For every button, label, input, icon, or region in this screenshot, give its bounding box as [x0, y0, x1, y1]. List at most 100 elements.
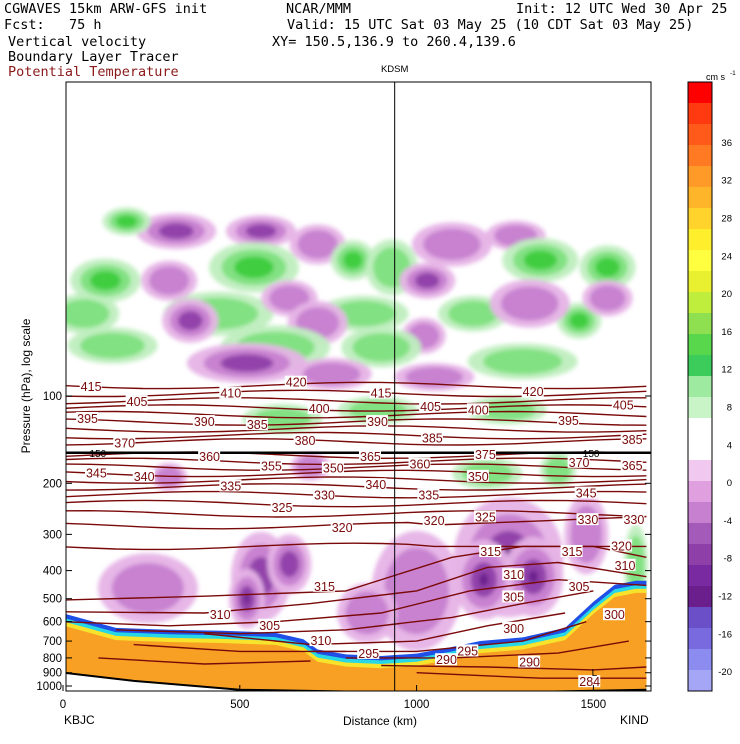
- x-axis-label: Distance (km): [343, 714, 417, 728]
- velocity-cell: [545, 457, 571, 483]
- velocity-cell: [234, 256, 274, 279]
- theta-line: [133, 643, 346, 653]
- y-tick-label: 400: [43, 566, 62, 578]
- forecast-hour: Fcst: 75 h: [4, 17, 102, 33]
- colorbar-unit-exponent: -1: [730, 70, 736, 77]
- theta-line: [66, 381, 647, 390]
- colorbar-label: 36: [721, 138, 732, 149]
- theta-label: 370: [569, 456, 590, 470]
- ground-fill: [66, 673, 651, 691]
- theta-line: [66, 404, 647, 412]
- y-tick-label: 700: [43, 636, 62, 648]
- init-time: Init: 12 UTC Wed 30 Apr 25: [516, 1, 728, 17]
- colorbar-swatch: [688, 229, 712, 251]
- colorbar-label: -12: [718, 592, 732, 603]
- contour-annotation: L: [592, 668, 598, 679]
- theta-label: 325: [272, 501, 293, 515]
- velocity-cell: [80, 332, 145, 359]
- colorbar-swatch: [688, 502, 712, 524]
- theta-line: [381, 664, 647, 671]
- theta-label: 415: [371, 386, 392, 400]
- velocity-cell: [447, 300, 499, 327]
- colorbar-label: 16: [721, 327, 732, 338]
- colorbar-swatch: [688, 313, 712, 335]
- colorbar-label: 32: [721, 176, 732, 187]
- theta-label: 300: [503, 622, 524, 636]
- theta-line: [66, 469, 647, 478]
- theta-line: [66, 476, 647, 484]
- theta-line: [66, 437, 647, 446]
- x-tick-label: 1500: [581, 699, 607, 711]
- org-label: NCAR/MMM: [286, 1, 352, 17]
- plot-frame: [65, 81, 652, 692]
- colorbar-swatch: [688, 271, 712, 293]
- velocity-cell: [111, 562, 184, 614]
- y-tick-label: 500: [43, 594, 62, 606]
- velocity-cell: [269, 285, 310, 312]
- theta-label: 290: [519, 656, 540, 670]
- theta-label: 390: [194, 415, 215, 429]
- theta-label: 400: [468, 403, 489, 417]
- tracer-orange: [66, 592, 647, 691]
- theta-line: [98, 657, 311, 665]
- velocity-cell: [90, 270, 121, 291]
- velocity-cell: [243, 593, 250, 604]
- x-axis: 0 500 1000 1500: [60, 685, 606, 711]
- theta-label: 395: [558, 414, 579, 428]
- theta-label: 360: [199, 450, 220, 464]
- colorbar-label: 12: [721, 365, 732, 376]
- theta-label: 345: [86, 466, 107, 480]
- velocity-cell: [296, 456, 325, 477]
- colorbar-swatch: [688, 607, 712, 629]
- plot-area: 415 405 410 420 415 420 395 370 390 385 400 380 390 4…: [66, 207, 651, 691]
- velocity-cell: [528, 570, 539, 584]
- colorbar-swatch: [688, 565, 712, 587]
- theta-isentropes: [66, 381, 647, 679]
- velocity-cell: [66, 299, 110, 329]
- y-tick-label: 1000: [36, 681, 62, 693]
- theta-label: 365: [360, 450, 381, 464]
- velocity-cell: [478, 573, 489, 587]
- y-axis-label: Pressure (hPa), log scale: [19, 318, 33, 453]
- theta-label: 350: [468, 470, 489, 484]
- theta-label: 330: [577, 513, 598, 527]
- colorbar-unit: cm s: [706, 72, 725, 82]
- model-title: CGWAVES 15km ARW-GFS init: [4, 1, 208, 17]
- colorbar-swatch: [688, 586, 712, 608]
- colorbar-label: -4: [724, 516, 732, 527]
- theta-label: 335: [418, 488, 439, 502]
- theta-label: 315: [562, 545, 583, 559]
- theta-label: 355: [261, 459, 282, 473]
- velocity-cell: [414, 272, 440, 289]
- theta-label: 325: [475, 510, 496, 524]
- theta-label: 335: [220, 479, 241, 493]
- theta-label: 305: [259, 619, 280, 633]
- velocity-cell: [345, 591, 389, 635]
- colorbar-swatch: [688, 670, 712, 692]
- velocity-cell: [158, 223, 194, 240]
- theta-label: 405: [420, 400, 441, 414]
- x-end-label-right: KIND: [620, 713, 649, 727]
- y-tick-label: 600: [43, 617, 62, 629]
- theta-label: 345: [576, 487, 597, 501]
- theta-line: [66, 490, 647, 499]
- field-vertical-velocity: Vertical velocity: [8, 34, 147, 50]
- colorbar-label: 20: [721, 289, 732, 300]
- theta-label: 290: [436, 653, 457, 667]
- theta-label: 310: [503, 568, 524, 582]
- colorbar-label: 0: [727, 478, 732, 489]
- theta-label: 400: [309, 402, 330, 416]
- velocity-cell: [569, 312, 589, 329]
- theta-label: 295: [358, 647, 379, 661]
- theta-label: 365: [622, 459, 643, 473]
- velocity-cell: [352, 333, 411, 362]
- colorbar-swatch: [688, 103, 712, 125]
- contour-annotation: 150: [90, 449, 107, 460]
- colorbar-swatch: [688, 397, 712, 419]
- y-tick-label: 200: [43, 478, 62, 490]
- velocity-cell: [343, 251, 363, 269]
- x-tick-label: 0: [60, 699, 66, 711]
- colorbar-swatch: [688, 166, 712, 188]
